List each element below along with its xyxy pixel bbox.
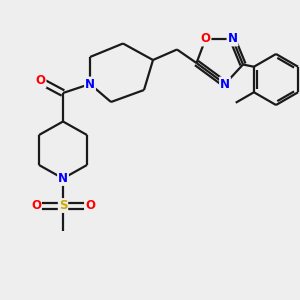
Text: O: O [200,32,211,46]
Text: O: O [35,74,46,88]
Text: O: O [31,199,41,212]
Text: O: O [85,199,95,212]
Text: N: N [85,77,95,91]
Text: S: S [59,199,67,212]
Text: N: N [227,32,238,46]
Text: N: N [58,172,68,185]
Text: N: N [220,77,230,91]
